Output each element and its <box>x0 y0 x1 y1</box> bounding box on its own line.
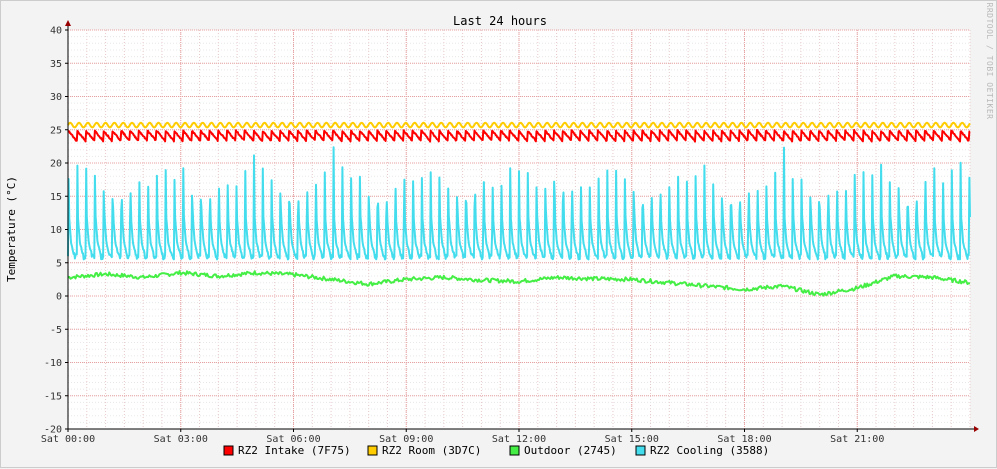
axes-layer <box>65 20 979 432</box>
y-tick-label: -20 <box>44 425 62 436</box>
series-line-rz2-intake <box>67 128 971 143</box>
y-tick-label: 20 <box>50 159 62 170</box>
legend-label: RZ2 Room (3D7C) <box>382 444 481 457</box>
legend-label: RZ2 Intake (7F75) <box>238 444 351 457</box>
y-tick-label: 5 <box>56 258 62 269</box>
x-tick-label: Sat 03:00 <box>154 434 208 445</box>
series-layer <box>67 121 971 297</box>
x-axis-arrow-icon <box>974 426 979 432</box>
y-tick-label: -5 <box>50 325 62 336</box>
x-tick-label: Sat 00:00 <box>41 434 95 445</box>
legend-label: RZ2 Cooling (3588) <box>650 444 769 457</box>
series-line-rz2-cooling <box>67 146 971 261</box>
y-tick-label: -10 <box>44 358 62 369</box>
x-tick-label: Sat 15:00 <box>605 434 659 445</box>
chart-title: Last 24 hours <box>453 14 547 28</box>
y-tick-label: 25 <box>50 125 62 136</box>
x-tick-labels: Sat 00:00 Sat 03:00 Sat 06:00 Sat 09:00 Sat … <box>41 429 884 445</box>
y-tick-label: 40 <box>50 26 62 37</box>
y-tick-label: 10 <box>50 225 62 236</box>
y-axis-arrow-icon <box>65 20 71 26</box>
legend-swatch <box>635 445 646 456</box>
y-tick-labels: 40 35 30 25 20 15 10 5 0 -5 -10 -15 -20 <box>44 26 68 436</box>
x-tick-label: Sat 12:00 <box>492 434 546 445</box>
legend-swatch <box>367 445 378 456</box>
x-tick-label: Sat 06:00 <box>266 434 320 445</box>
legend-label: Outdoor (2745) <box>524 444 617 457</box>
y-tick-label: 15 <box>50 192 62 203</box>
legend: RZ2 Intake (7F75) RZ2 Room (3D7C) Outdoor … <box>223 444 769 457</box>
y-tick-label: -15 <box>44 391 62 402</box>
y-tick-label: 35 <box>50 59 62 70</box>
legend-swatch <box>223 445 234 456</box>
x-tick-label: Sat 18:00 <box>717 434 771 445</box>
legend-swatch <box>509 445 520 456</box>
series-line-rz2-room <box>67 121 971 129</box>
series-line-outdoor <box>67 270 971 297</box>
x-tick-label: Sat 21:00 <box>830 434 884 445</box>
y-tick-label: 30 <box>50 92 62 103</box>
y-axis-label: Temperature (°C) <box>5 176 18 282</box>
y-tick-label: 0 <box>56 292 62 303</box>
rrdtool-watermark: RRDTOOL / TOBI OETIKER <box>985 3 994 120</box>
x-tick-label: Sat 09:00 <box>379 434 433 445</box>
